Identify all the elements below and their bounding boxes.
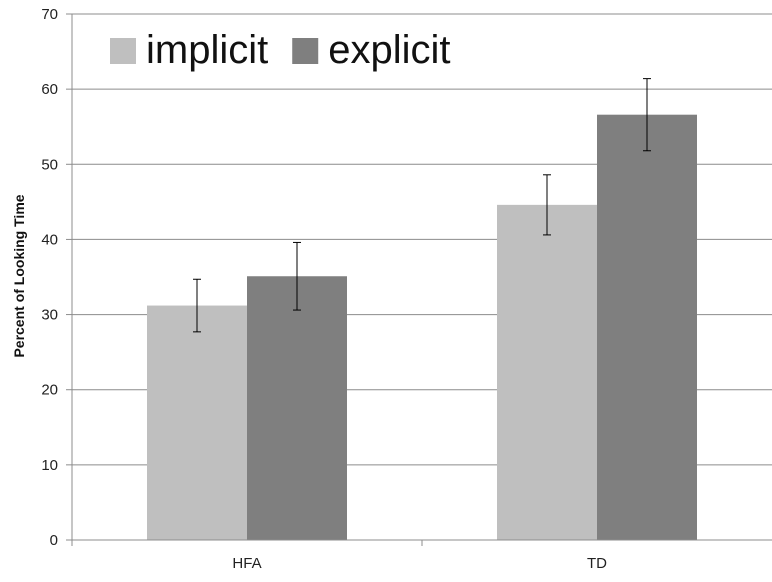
y-tick-label: 70 — [41, 6, 58, 23]
axes — [71, 14, 772, 546]
x-category-label-TD: TD — [587, 555, 607, 572]
legend: implicit explicit — [110, 28, 451, 72]
error-bars — [193, 78, 651, 333]
bars — [147, 114, 697, 540]
y-tick-label: 50 — [41, 156, 58, 173]
error-bar-implicit-TD — [543, 174, 551, 236]
legend-swatch-implicit — [110, 38, 136, 64]
x-category-label-HFA: HFA — [232, 555, 261, 572]
y-tick-label: 10 — [41, 457, 58, 474]
legend-label-explicit: explicit — [328, 28, 450, 72]
y-tick-label: 0 — [50, 532, 58, 549]
error-bar-explicit-HFA — [293, 241, 301, 311]
legend-label-implicit: implicit — [146, 28, 268, 72]
bar-explicit-TD — [597, 114, 697, 540]
y-axis-title: Percent of Looking Time — [11, 194, 27, 357]
bar-implicit-TD — [497, 204, 597, 540]
error-bar-implicit-HFA — [193, 278, 201, 333]
y-tick-label: 40 — [41, 231, 58, 248]
legend-swatch-explicit — [292, 38, 319, 64]
y-tick-label: 20 — [41, 382, 58, 399]
bar-implicit-HFA — [147, 305, 247, 540]
axis-labels: 0 10 20 30 40 50 60 70 HFA TD — [41, 6, 607, 572]
bar-explicit-HFA — [247, 276, 347, 540]
y-tick-label: 30 — [41, 307, 58, 324]
y-tick-label: 60 — [41, 81, 58, 98]
error-bar-explicit-TD — [643, 78, 651, 152]
